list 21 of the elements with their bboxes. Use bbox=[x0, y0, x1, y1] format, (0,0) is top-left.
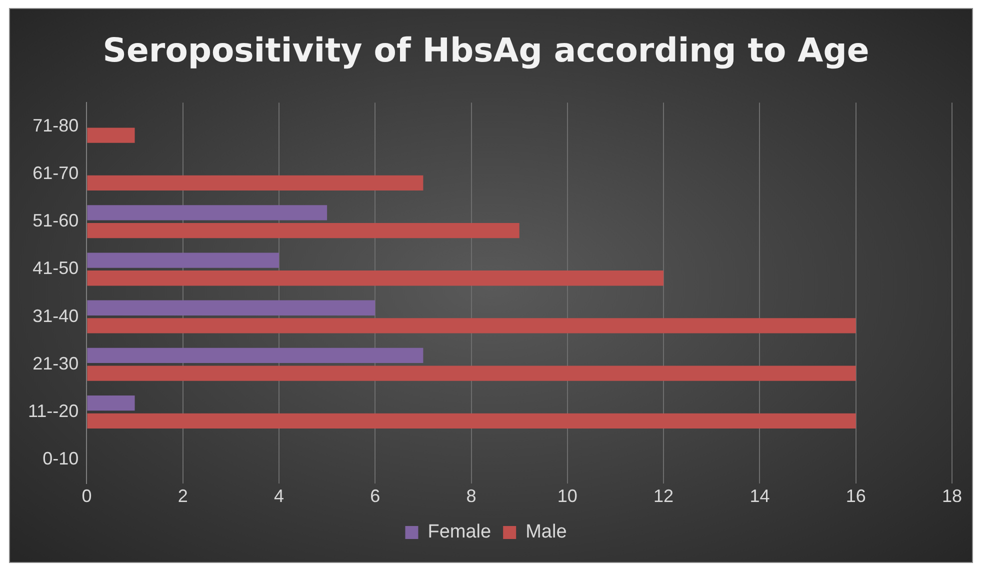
y-tick-label: 61-70 bbox=[32, 162, 79, 183]
legend-label: Male bbox=[526, 522, 567, 543]
x-tick-label: 16 bbox=[846, 486, 866, 506]
x-tick-label: 12 bbox=[654, 486, 674, 506]
x-tick-label: 14 bbox=[750, 486, 770, 506]
y-tick-label: 41-50 bbox=[32, 258, 79, 278]
y-tick-label: 0-10 bbox=[42, 448, 79, 469]
y-tick-label: 71-80 bbox=[32, 115, 79, 136]
x-tick-label: 10 bbox=[557, 486, 578, 506]
x-tick-label: 2 bbox=[178, 486, 188, 506]
x-tick-label: 18 bbox=[942, 486, 962, 506]
chart-title: Seropositivity of HbsAg according to Age bbox=[102, 30, 870, 70]
y-tick-label: 31-40 bbox=[32, 306, 79, 326]
x-tick-label: 4 bbox=[274, 486, 284, 506]
y-tick-label: 21-30 bbox=[32, 353, 79, 374]
x-tick-label: 6 bbox=[370, 486, 380, 506]
x-tick-label: 8 bbox=[466, 486, 476, 506]
x-tick-label: 0 bbox=[82, 486, 92, 506]
legend-label: Female bbox=[428, 522, 492, 543]
y-tick-label: 11--20 bbox=[28, 400, 79, 421]
y-tick-label: 51-60 bbox=[32, 210, 79, 231]
